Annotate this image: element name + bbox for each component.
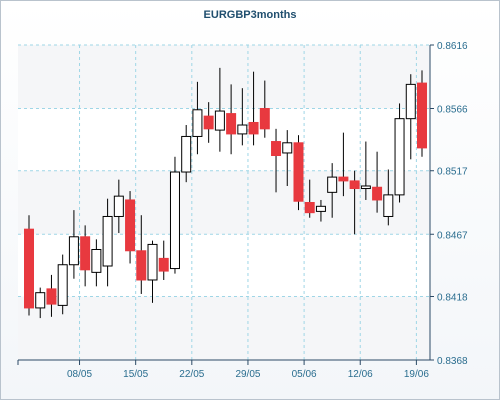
band	[18, 170, 430, 235]
candle-body-up	[327, 176, 338, 193]
candle	[282, 130, 293, 186]
candle	[360, 141, 371, 200]
candle	[136, 215, 147, 294]
candle-body-down	[417, 82, 427, 149]
candle	[46, 274, 57, 317]
candle	[169, 156, 180, 274]
candle	[102, 198, 113, 287]
chart-title: EURGBP3months	[203, 9, 297, 21]
candle-body-up	[102, 215, 113, 267]
candle	[293, 135, 304, 211]
candle	[237, 88, 248, 146]
candle-body-up	[169, 171, 180, 270]
candle	[383, 169, 394, 226]
x-tick-label: 05/06	[292, 369, 317, 380]
candle	[181, 125, 192, 183]
candle-body-down	[203, 115, 214, 130]
candles	[24, 67, 427, 319]
candle-body-up	[192, 109, 203, 137]
candle-body-down	[349, 180, 360, 190]
candle-body-up	[113, 195, 124, 217]
x-tick-label: 29/05	[235, 369, 260, 380]
candle	[271, 128, 282, 193]
candle-body-down	[338, 176, 349, 182]
candle-body-down	[226, 113, 237, 135]
candle	[147, 240, 158, 303]
tick-labels: 0.8616 0.8566 0.8517 0.8467 0.8418 0.8368 08/0…	[67, 41, 468, 380]
candle-body-down	[24, 228, 34, 309]
candle	[203, 102, 214, 143]
y-tick-label: 0.8566	[437, 105, 468, 116]
candle-body-down	[46, 288, 57, 305]
candle	[248, 71, 259, 146]
y-tick-label: 0.8368	[437, 356, 468, 367]
y-tick-label: 0.8418	[437, 292, 468, 303]
candle	[80, 225, 91, 287]
candle	[349, 170, 360, 235]
candle-body-down	[271, 141, 282, 157]
candle	[125, 191, 136, 264]
candle-body-down	[259, 108, 270, 130]
candle-body-up	[68, 236, 79, 266]
candle	[214, 67, 225, 152]
x-tick-label: 22/05	[179, 369, 204, 380]
candle	[91, 239, 102, 287]
candle	[68, 210, 79, 279]
candle-body-down	[304, 202, 315, 214]
y-tick-label: 0.8616	[437, 41, 468, 52]
candle-body-up	[282, 142, 293, 154]
background-bands	[18, 45, 430, 360]
candle-body-up	[91, 248, 102, 273]
candle-body-up	[147, 243, 158, 281]
x-tick-label: 15/05	[123, 369, 148, 380]
band	[18, 45, 430, 109]
candle	[304, 179, 315, 218]
x-tick-label: 12/06	[348, 369, 373, 380]
candle	[35, 287, 46, 319]
candle-body-down	[136, 250, 147, 281]
candle	[226, 84, 237, 155]
candle	[158, 240, 169, 280]
x-tick-label: 19/06	[404, 369, 429, 380]
candle-body-up	[394, 118, 405, 196]
candle-body-down	[125, 199, 136, 252]
candle	[338, 132, 349, 197]
candle-body-up	[315, 205, 326, 212]
candle-body-down	[158, 257, 169, 272]
candle-body-up	[405, 83, 416, 120]
candle	[327, 163, 338, 218]
candle-body-up	[237, 124, 248, 135]
candle	[372, 151, 383, 213]
candle	[113, 179, 124, 233]
candle	[315, 199, 326, 222]
candle-body-up	[214, 110, 225, 131]
candle	[192, 81, 203, 155]
candle-body-down	[80, 236, 91, 271]
y-tick-label: 0.8517	[437, 167, 468, 178]
candle	[24, 215, 34, 316]
candle-body-up	[383, 194, 394, 217]
band	[18, 296, 430, 360]
candle-body-up	[35, 292, 46, 309]
candle	[405, 74, 416, 160]
candle-body-up	[181, 135, 192, 173]
candle	[57, 254, 68, 315]
candle-body-up	[360, 185, 371, 190]
candle	[259, 80, 270, 138]
candle	[394, 103, 405, 203]
y-tick-label: 0.8467	[437, 230, 468, 241]
axes	[17, 44, 434, 365]
candle-body-down	[293, 142, 304, 202]
candle-body-down	[372, 186, 383, 201]
x-tick-label: 08/05	[67, 369, 92, 380]
candle-body-up	[57, 264, 68, 306]
candle	[417, 70, 427, 157]
candle-body-down	[248, 121, 259, 135]
